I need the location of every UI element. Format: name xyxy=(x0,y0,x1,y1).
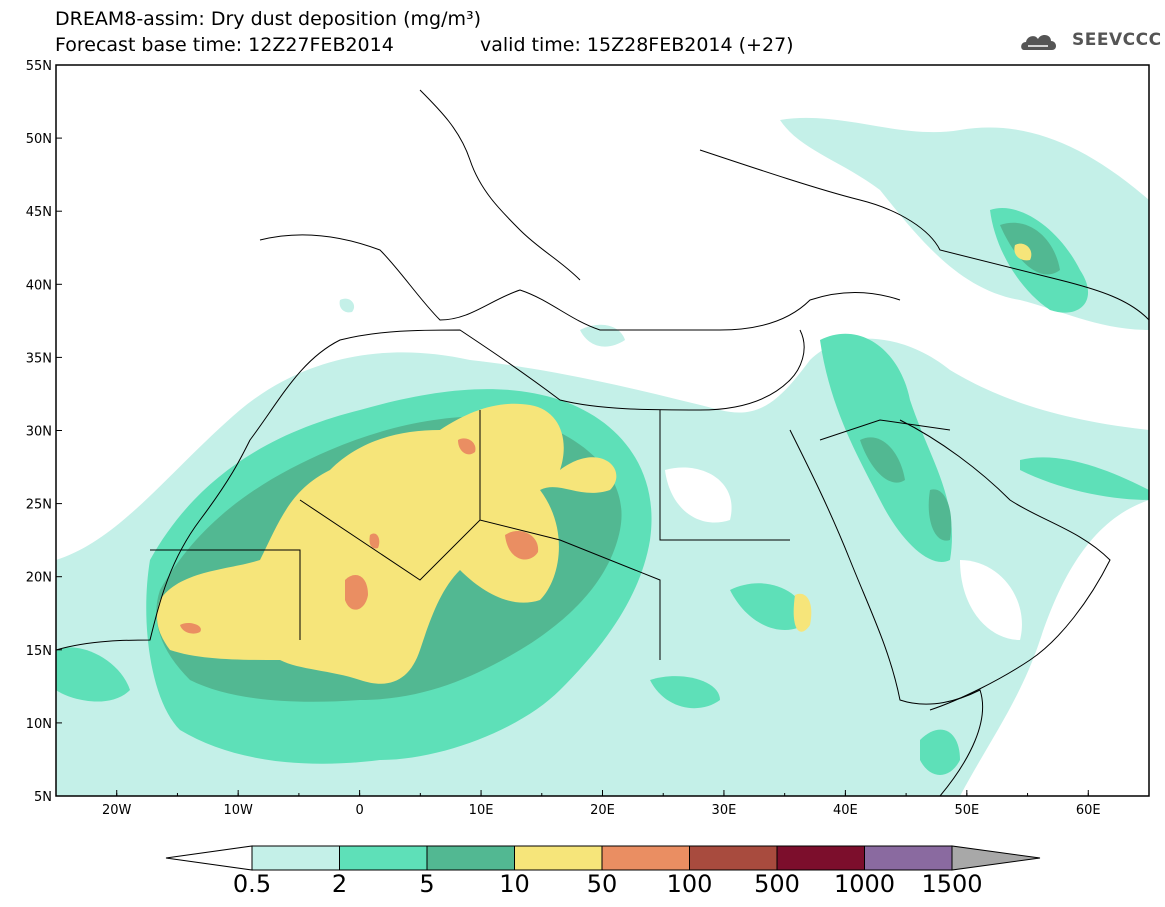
contour-level-10 xyxy=(157,243,1032,684)
lat-label: 20N xyxy=(26,571,52,586)
longitude-labels: 20W 10W 0 10E 20E 30E 40E 50E 60E xyxy=(102,803,1101,818)
lon-label: 60E xyxy=(1076,803,1101,818)
valid-time: valid time: 15Z28FEB2014 (+27) xyxy=(480,34,794,56)
coastlines xyxy=(56,89,1149,796)
lon-label: 10W xyxy=(223,803,253,818)
lon-label: 40E xyxy=(833,803,858,818)
lat-label: 5N xyxy=(34,790,52,805)
logo-text: SEEVCCC xyxy=(1072,30,1162,50)
colorbar-label: 1500 xyxy=(921,870,983,898)
colorbar-label: 50 xyxy=(586,870,618,898)
lat-label: 55N xyxy=(26,59,52,74)
lon-label: 20E xyxy=(590,803,615,818)
lon-label: 0 xyxy=(355,803,363,818)
lat-label: 25N xyxy=(26,498,52,513)
colorbar-label: 10 xyxy=(499,870,530,898)
forecast-base-time: Forecast base time: 12Z27FEB2014 xyxy=(55,34,394,56)
lon-label: 50E xyxy=(954,803,979,818)
contour-level-50 xyxy=(180,438,539,634)
lat-label: 40N xyxy=(26,278,52,293)
lat-label: 10N xyxy=(26,717,52,732)
lat-label: 15N xyxy=(26,644,52,659)
lon-label: 30E xyxy=(712,803,737,818)
colorbar-label: 0.5 xyxy=(232,870,272,898)
colorbar-label: 100 xyxy=(666,870,713,898)
colorbar-label: 5 xyxy=(419,870,435,898)
lat-label: 35N xyxy=(26,351,52,366)
colorbar-label: 2 xyxy=(331,870,348,898)
lon-label: 20W xyxy=(102,803,132,818)
axis-ticks xyxy=(55,64,1150,797)
chart-title: DREAM8-assim: Dry dust deposition (mg/m³… xyxy=(55,8,482,30)
lat-label: 50N xyxy=(26,132,52,147)
colorbar-label: 500 xyxy=(754,870,800,898)
lat-label: 45N xyxy=(26,205,52,220)
lon-label: 10E xyxy=(469,803,494,818)
latitude-labels: 5N 10N 15N 20N 25N 30N 35N 40N 45N 50N 55N xyxy=(26,59,52,805)
lat-label: 30N xyxy=(26,425,52,440)
colorbar-label: 1000 xyxy=(833,870,896,898)
seevccc-cloud-logo-icon xyxy=(1021,35,1057,50)
